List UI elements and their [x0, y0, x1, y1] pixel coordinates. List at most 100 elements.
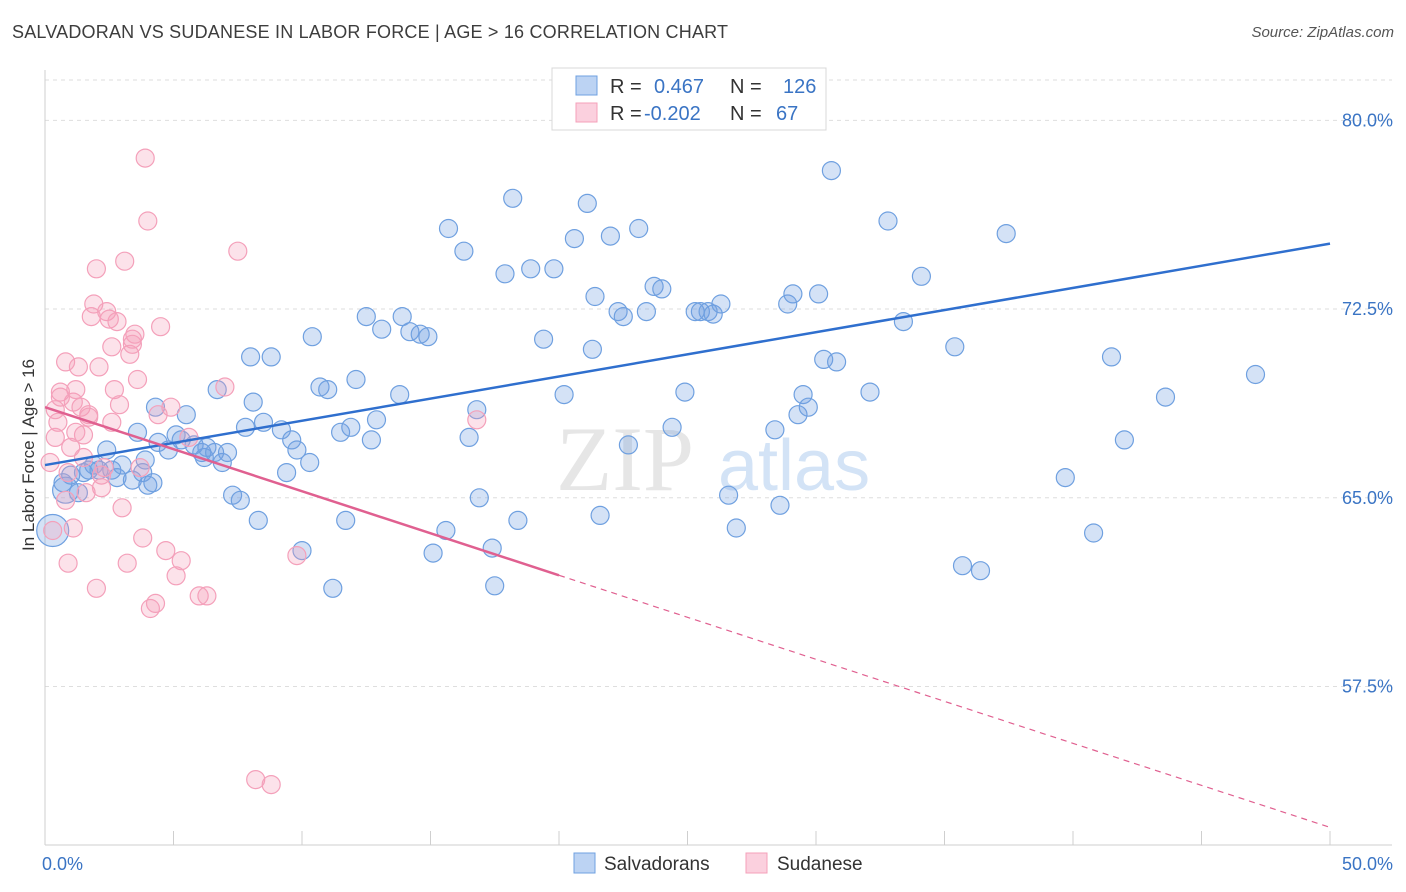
- point-sudanese-22: [99, 309, 119, 329]
- point-salvadorans-30: [207, 380, 227, 400]
- point-salvadorans-121: [1055, 468, 1075, 488]
- point-sudanese-47: [197, 586, 217, 606]
- point-sudanese-31: [122, 329, 142, 349]
- point-salvadorans-68: [459, 427, 479, 447]
- point-salvadorans-94: [675, 382, 695, 402]
- point-salvadorans-57: [366, 410, 387, 430]
- point-salvadorans-12: [112, 455, 132, 475]
- point-salvadorans-47: [302, 327, 322, 347]
- point-sudanese-53: [467, 410, 487, 430]
- point-salvadorans-93: [662, 417, 682, 437]
- point-salvadorans-109: [808, 284, 829, 304]
- point-sudanese-41: [156, 540, 176, 561]
- point-salvadorans-6: [79, 460, 99, 480]
- point-sudanese-37: [138, 211, 158, 231]
- y-axis-label: In Labor Force | Age > 16: [19, 359, 38, 551]
- point-salvadorans-15: [133, 463, 153, 483]
- point-salvadorans-50: [323, 578, 343, 598]
- y-tick-label-1: 65.0%: [1342, 488, 1393, 508]
- point-salvadorans-91: [644, 276, 664, 296]
- point-salvadorans-99: [711, 294, 731, 314]
- point-salvadorans-17: [138, 475, 158, 495]
- point-sudanese-52: [287, 545, 307, 566]
- point-sudanese-54: [63, 518, 83, 538]
- point-salvadorans-87: [613, 307, 633, 327]
- point-sudanese-43: [166, 566, 186, 586]
- point-salvadorans-79: [554, 385, 574, 405]
- point-sudanese-56: [86, 578, 107, 598]
- point-sudanese-40: [151, 317, 171, 337]
- point-salvadorans-105: [783, 284, 803, 304]
- legend-r-value-1: 0.467: [654, 76, 704, 98]
- point-sudanese-62: [122, 334, 142, 354]
- point-salvadorans-122: [1083, 523, 1104, 543]
- point-salvadorans-119: [970, 561, 991, 581]
- point-salvadorans-116: [911, 266, 932, 286]
- data-points: [36, 148, 1266, 795]
- trend-line-salvadorans: [44, 242, 1331, 467]
- y-tick-label-0: 57.5%: [1342, 676, 1393, 696]
- legend-r-value-2: -0.202: [644, 103, 701, 125]
- point-salvadorans-51: [331, 422, 351, 442]
- point-salvadorans-113: [860, 382, 880, 402]
- trend-lines: [44, 242, 1331, 828]
- point-sudanese-58: [50, 387, 71, 407]
- point-sudanese-49: [228, 241, 248, 261]
- point-sudanese-27: [112, 498, 132, 518]
- point-salvadorans-85: [600, 226, 621, 246]
- legend-n-label-2: N =: [730, 103, 762, 125]
- point-salvadorans-69: [467, 400, 487, 420]
- point-salvadorans-11: [107, 468, 127, 488]
- point-sudanese-10: [68, 357, 89, 377]
- point-sudanese-18: [89, 357, 109, 377]
- point-salvadorans-43: [282, 430, 302, 450]
- point-salvadorans-100: [718, 485, 739, 505]
- axes: [44, 70, 1392, 846]
- point-sudanese-34: [130, 458, 150, 478]
- point-sudanese-51: [261, 774, 281, 795]
- point-sudanese-39: [145, 593, 166, 614]
- point-salvadorans-52: [336, 510, 356, 531]
- legend-swatch-sudanese: [575, 102, 598, 123]
- point-sudanese-36: [135, 148, 155, 168]
- point-salvadorans-75: [508, 510, 528, 531]
- point-salvadorans-36: [241, 347, 261, 367]
- point-salvadorans-108: [798, 397, 818, 417]
- point-salvadorans-124: [1114, 430, 1135, 450]
- point-sudanese-23: [102, 337, 122, 357]
- y-tick-label-2: 72.5%: [1342, 299, 1393, 319]
- point-sudanese-17: [86, 259, 107, 279]
- point-salvadorans-83: [585, 286, 605, 307]
- point-salvadorans-88: [618, 435, 639, 455]
- point-salvadorans-102: [765, 420, 785, 440]
- point-salvadorans-111: [826, 352, 847, 372]
- point-sudanese-2: [45, 427, 65, 447]
- watermark: ZIP atlas: [556, 408, 870, 510]
- trend-line-sudanese: [44, 405, 560, 577]
- legend: R = 0.467 N = 126 R = -0.202 N = 67: [551, 67, 827, 131]
- point-sudanese-1: [43, 520, 63, 541]
- x-tick-label-1: 50.0%: [1342, 854, 1393, 874]
- point-salvadorans-34: [230, 490, 250, 510]
- point-salvadorans-32: [217, 442, 238, 463]
- point-salvadorans-123: [1101, 347, 1122, 367]
- point-sudanese-6: [58, 463, 78, 483]
- point-salvadorans-125: [1155, 387, 1176, 407]
- point-sudanese-45: [179, 427, 199, 447]
- chart-title: SALVADORAN VS SUDANESE IN LABOR FORCE | …: [12, 22, 729, 42]
- point-salvadorans-66: [438, 218, 459, 239]
- point-salvadorans-92: [652, 279, 672, 299]
- point-salvadorans-90: [636, 302, 657, 322]
- point-salvadorans-49: [318, 380, 338, 400]
- watermark-atlas: atlas: [718, 426, 870, 506]
- point-sudanese-55: [58, 553, 78, 573]
- point-salvadorans-104: [778, 294, 798, 314]
- point-sudanese-50: [246, 769, 266, 790]
- point-salvadorans-76: [521, 259, 541, 279]
- point-salvadorans-37: [243, 392, 263, 412]
- point-sudanese-59: [66, 422, 86, 442]
- point-sudanese-5: [55, 352, 76, 372]
- legend-box: [551, 67, 827, 131]
- point-salvadorans-56: [361, 430, 381, 450]
- point-sudanese-11: [71, 397, 91, 417]
